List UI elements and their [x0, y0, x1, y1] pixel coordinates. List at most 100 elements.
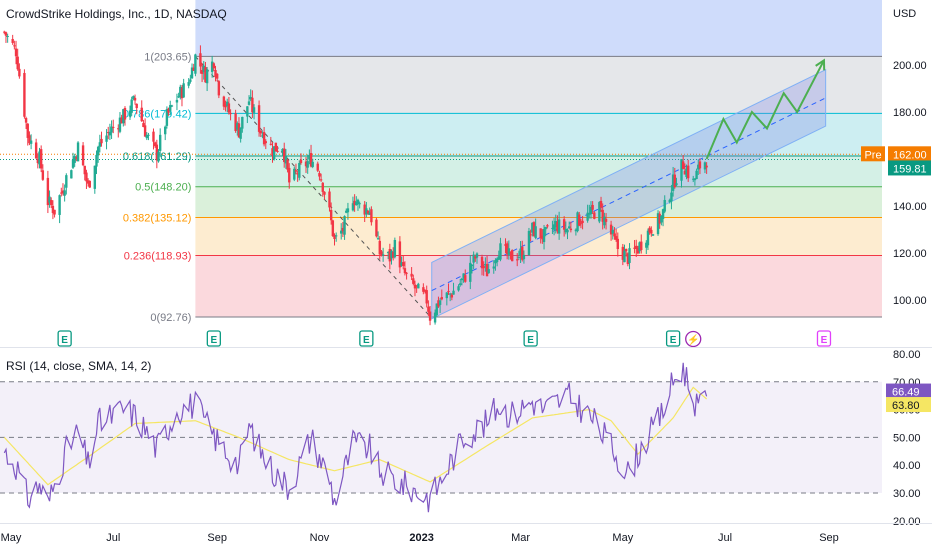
- earnings-marker[interactable]: ⚡: [685, 330, 702, 348]
- candle-body: [474, 256, 477, 259]
- candle-body: [516, 259, 519, 261]
- time-tick-label: 2023: [409, 532, 433, 544]
- candle-body: [376, 238, 380, 240]
- candle: [358, 201, 361, 209]
- candle-body: [284, 156, 288, 164]
- candle: [75, 155, 78, 162]
- candle: [604, 213, 608, 230]
- earnings-icon[interactable]: [523, 330, 538, 347]
- candle-body: [269, 143, 273, 145]
- candle-body: [450, 294, 454, 298]
- candle-body: [650, 229, 653, 234]
- candle-body: [304, 161, 308, 167]
- candle-body: [192, 67, 195, 71]
- candle-body: [697, 164, 700, 170]
- time-tick-label: Sep: [207, 532, 227, 544]
- candle-body: [128, 110, 132, 117]
- candle-body: [452, 290, 455, 295]
- candle-body: [566, 229, 569, 233]
- candles: [3, 30, 708, 326]
- candle-body: [656, 213, 660, 235]
- candle-body: [34, 142, 38, 159]
- candle: [304, 156, 308, 173]
- candle-body: [122, 109, 125, 124]
- candle: [164, 125, 167, 141]
- candle-body: [167, 108, 170, 113]
- candle-body: [603, 216, 606, 226]
- candle-body: [309, 153, 313, 167]
- price-tick-label: 140.00: [893, 201, 927, 213]
- candle: [6, 33, 9, 43]
- candle: [135, 103, 138, 115]
- pre-price-badge: [888, 146, 931, 162]
- candle: [143, 118, 147, 137]
- candle: [598, 201, 601, 224]
- candle-body: [445, 292, 449, 299]
- earnings-marker[interactable]: E: [359, 330, 374, 347]
- candle-body: [464, 275, 467, 282]
- candle-body: [623, 250, 626, 263]
- earnings-icon[interactable]: [359, 330, 374, 347]
- earnings-marker[interactable]: E: [523, 330, 538, 347]
- candle: [96, 145, 100, 163]
- candle: [567, 221, 571, 229]
- price-tick-label: 120.00: [893, 248, 927, 260]
- candle-body: [18, 68, 21, 77]
- candle-body: [661, 209, 665, 219]
- candle: [680, 159, 683, 188]
- candle-body: [480, 256, 484, 269]
- candle: [60, 187, 63, 197]
- candle: [459, 279, 462, 287]
- time-tick-label: Sep: [819, 532, 839, 544]
- earnings-marker[interactable]: E: [206, 330, 221, 347]
- candle: [628, 243, 631, 270]
- candle-body: [39, 149, 43, 169]
- earnings-marker[interactable]: E: [57, 330, 72, 347]
- candle: [351, 196, 355, 212]
- candle: [63, 184, 66, 202]
- earnings-icon[interactable]: [206, 330, 221, 347]
- candle: [112, 119, 115, 134]
- candle: [234, 109, 237, 133]
- candle: [246, 106, 249, 124]
- candle: [175, 93, 179, 111]
- candle: [400, 256, 403, 267]
- candle-body: [693, 178, 697, 181]
- candle-body: [482, 266, 485, 269]
- earnings-marker[interactable]: E: [665, 330, 681, 347]
- candle-body: [593, 212, 596, 219]
- candle-body: [83, 165, 86, 175]
- candle-body: [660, 216, 663, 223]
- candle-body: [638, 242, 641, 252]
- candle: [521, 240, 524, 262]
- dividend-icon[interactable]: [685, 330, 702, 348]
- candle: [18, 63, 21, 79]
- candle-body: [703, 162, 707, 170]
- candle-body: [311, 161, 314, 167]
- candle: [534, 218, 537, 240]
- candle: [497, 250, 500, 261]
- candle: [599, 196, 603, 212]
- candle: [108, 123, 112, 140]
- candle: [505, 241, 509, 260]
- candle: [422, 283, 425, 295]
- candle: [527, 227, 531, 256]
- candle: [510, 249, 514, 262]
- candle-body: [318, 173, 321, 177]
- earnings-icon[interactable]: [816, 330, 832, 347]
- earnings-icon[interactable]: [665, 330, 681, 347]
- projection-path[interactable]: [705, 59, 825, 160]
- candle: [413, 280, 417, 297]
- candle-body: [182, 83, 185, 98]
- candle-body: [190, 67, 194, 79]
- earnings-marker[interactable]: E: [816, 330, 832, 347]
- candle: [623, 244, 626, 263]
- candle: [343, 215, 346, 240]
- candle-body: [626, 253, 630, 265]
- candle-body: [546, 225, 549, 227]
- candle-body: [271, 148, 274, 156]
- earnings-icon[interactable]: [57, 330, 72, 347]
- candle-body: [222, 96, 226, 107]
